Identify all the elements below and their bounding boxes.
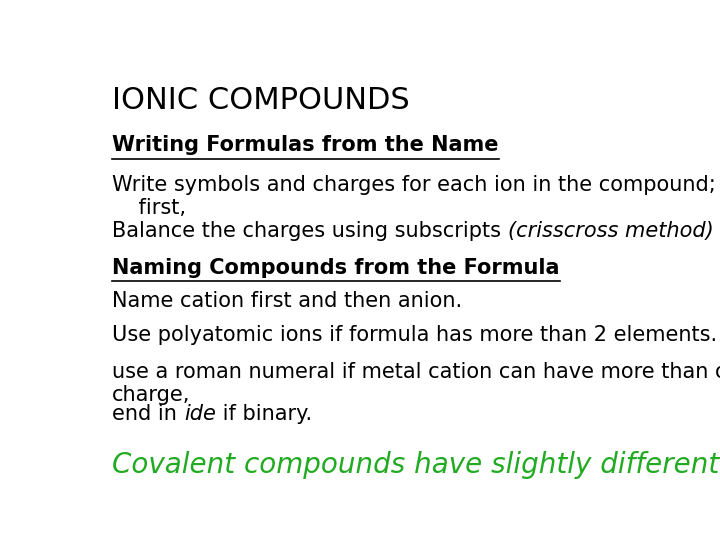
Text: Use polyatomic ions if formula has more than 2 elements.: Use polyatomic ions if formula has more … [112,325,717,345]
Text: Write symbols and charges for each ion in the compound; cation
    first,: Write symbols and charges for each ion i… [112,175,720,218]
Text: end in: end in [112,404,184,424]
Text: Balance the charges using subscripts: Balance the charges using subscripts [112,221,508,241]
Text: if binary.: if binary. [216,404,312,424]
Text: Covalent compounds have slightly different rules…: Covalent compounds have slightly differe… [112,451,720,480]
Text: ide: ide [184,404,216,424]
Text: Writing Formulas from the Name: Writing Formulas from the Name [112,136,499,156]
Text: Name cation first and then anion.: Name cation first and then anion. [112,292,462,312]
Text: (crisscross method): (crisscross method) [508,221,714,241]
Text: use a roman numeral if metal cation can have more than one
charge,: use a roman numeral if metal cation can … [112,362,720,406]
Text: Naming Compounds from the Formula: Naming Compounds from the Formula [112,258,560,278]
Text: IONIC COMPOUNDS: IONIC COMPOUNDS [112,85,410,114]
